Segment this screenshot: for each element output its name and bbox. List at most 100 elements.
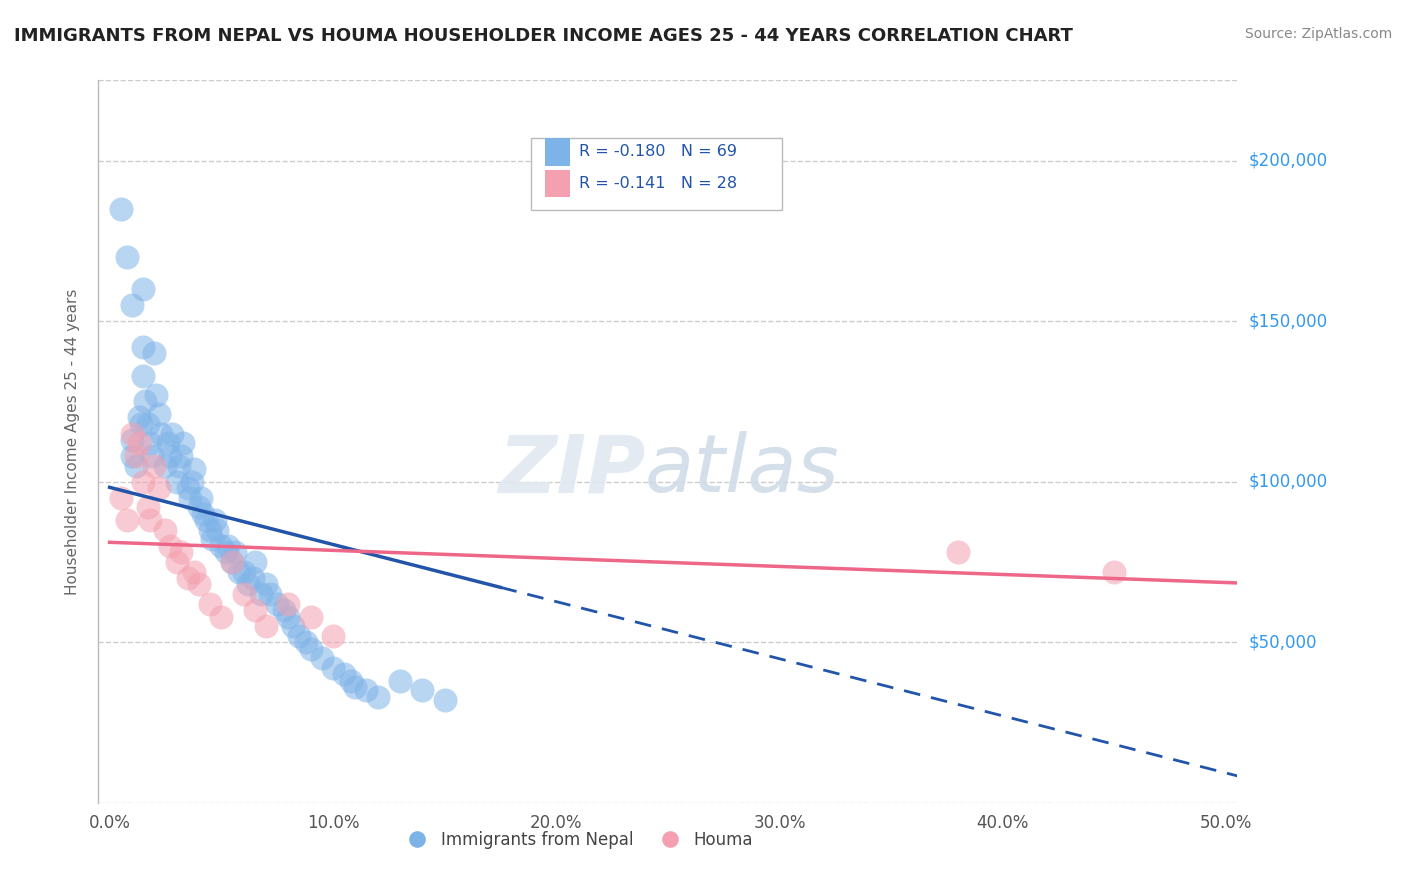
Point (160, 426, 183, 441)
Point (250, 587, 273, 601)
Point (187, 577, 209, 591)
Point (187, 500, 209, 515)
Point (322, 661, 344, 675)
Point (259, 587, 281, 601)
Point (121, 449, 143, 463)
Point (159, 539, 181, 553)
Text: $200,000: $200,000 (1249, 152, 1327, 169)
Point (221, 555, 243, 569)
Point (288, 629, 311, 643)
Point (299, 609, 322, 624)
Text: $100,000: $100,000 (1249, 473, 1327, 491)
Point (139, 513, 162, 527)
Point (388, 673, 411, 688)
Point (125, 458, 148, 473)
FancyBboxPatch shape (546, 169, 569, 197)
Text: $150,000: $150,000 (1249, 312, 1327, 330)
Point (121, 426, 143, 441)
Point (136, 417, 159, 431)
Point (232, 587, 254, 601)
Point (193, 507, 215, 521)
Point (299, 641, 322, 656)
Point (236, 577, 259, 591)
Point (254, 577, 277, 591)
Point (217, 539, 239, 553)
Text: R = -0.141   N = 28: R = -0.141 N = 28 (579, 176, 737, 191)
Text: atlas: atlas (645, 432, 839, 509)
Point (117, 513, 139, 527)
Point (148, 407, 170, 421)
Point (149, 426, 172, 441)
Point (339, 673, 361, 688)
Point (356, 683, 378, 698)
Point (117, 250, 139, 264)
Point (311, 651, 333, 665)
Point (132, 368, 155, 383)
Point (254, 619, 277, 633)
Point (166, 555, 188, 569)
Point (232, 565, 254, 579)
Point (128, 410, 150, 425)
Point (155, 523, 177, 537)
Point (183, 462, 205, 476)
Point (198, 597, 221, 611)
Point (155, 458, 177, 473)
FancyBboxPatch shape (531, 138, 782, 211)
Point (946, 545, 969, 559)
Legend: Immigrants from Nepal, Houma: Immigrants from Nepal, Houma (394, 824, 759, 856)
Point (295, 635, 318, 649)
Point (179, 491, 201, 505)
Point (143, 346, 166, 360)
Point (170, 545, 193, 559)
Point (198, 523, 221, 537)
Point (333, 667, 356, 681)
Point (183, 565, 205, 579)
Point (1104, 565, 1126, 579)
Point (215, 545, 238, 559)
Point (148, 481, 170, 495)
Point (110, 491, 132, 505)
Point (110, 202, 132, 216)
Point (166, 475, 188, 489)
Point (201, 533, 224, 547)
Point (204, 513, 226, 527)
Point (128, 436, 150, 450)
Point (125, 449, 148, 463)
Text: ZIP: ZIP (498, 432, 645, 509)
Point (281, 619, 304, 633)
Point (136, 500, 159, 515)
Point (177, 571, 200, 585)
Point (277, 609, 299, 624)
Point (277, 597, 299, 611)
Point (121, 298, 143, 312)
FancyBboxPatch shape (546, 138, 569, 166)
Point (132, 340, 155, 354)
Point (121, 433, 143, 447)
Point (134, 394, 156, 409)
Point (167, 458, 190, 473)
Point (132, 282, 155, 296)
Point (344, 680, 367, 694)
Point (411, 683, 433, 698)
Point (242, 571, 264, 585)
Point (129, 417, 152, 431)
Point (177, 481, 200, 495)
Point (156, 436, 179, 450)
Text: $50,000: $50,000 (1249, 633, 1317, 651)
Point (273, 603, 295, 617)
Point (243, 603, 266, 617)
Point (228, 565, 250, 579)
Point (139, 436, 162, 450)
Text: R = -0.180   N = 69: R = -0.180 N = 69 (579, 145, 737, 160)
Point (145, 388, 167, 402)
Point (322, 629, 344, 643)
Point (243, 555, 266, 569)
Point (159, 449, 181, 463)
Point (181, 475, 204, 489)
Text: IMMIGRANTS FROM NEPAL VS HOUMA HOUSEHOLDER INCOME AGES 25 - 44 YEARS CORRELATION: IMMIGRANTS FROM NEPAL VS HOUMA HOUSEHOLD… (14, 27, 1073, 45)
Point (172, 436, 194, 450)
Point (209, 609, 232, 624)
Point (209, 539, 232, 553)
Point (170, 449, 193, 463)
Point (132, 475, 155, 489)
